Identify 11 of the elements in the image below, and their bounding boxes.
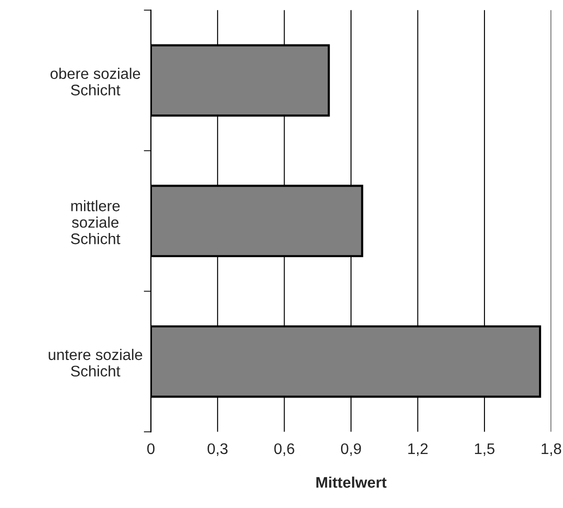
x-tick-label: 0,9	[341, 443, 361, 456]
x-axis-title: Mittelwert	[316, 476, 386, 488]
y-tick-label: untere soziale Schicht	[48, 348, 142, 377]
y-tick-label: mittlere soziale Schicht	[70, 200, 120, 244]
x-tick-label: 0	[147, 443, 155, 454]
y-tick-label: obere soziale Schicht	[50, 68, 140, 96]
x-tick-label: 0,6	[274, 443, 294, 456]
x-tick-label: 1,2	[408, 443, 428, 456]
x-tick-label: 0,3	[208, 443, 228, 456]
x-tick-label: 1,5	[475, 443, 494, 456]
x-tick-label: 1,8	[542, 443, 562, 456]
